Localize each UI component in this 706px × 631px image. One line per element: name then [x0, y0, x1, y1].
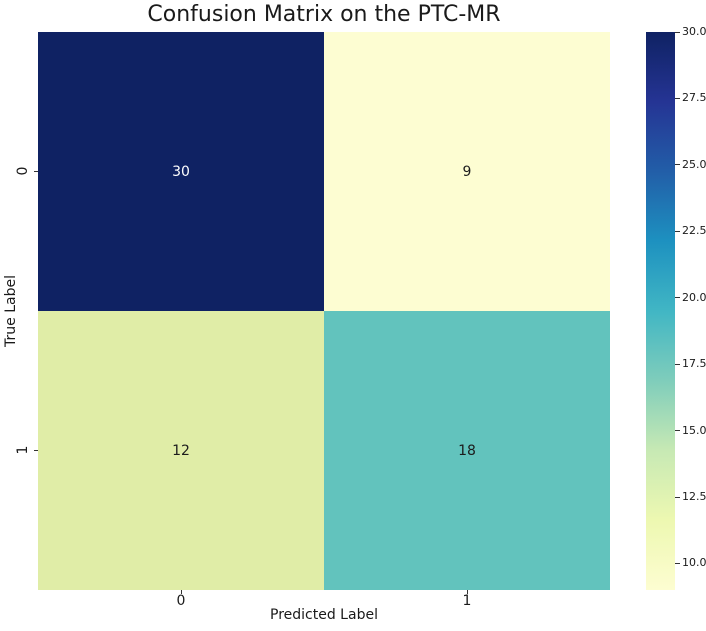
colorbar-tick-label: 22.5: [682, 224, 706, 238]
x-axis-label: Predicted Label: [270, 607, 378, 623]
matrix-cell-1-1: 18: [324, 311, 610, 590]
colorbar-tick-label: 27.5: [682, 91, 706, 105]
colorbar-tick-label: 12.5: [682, 490, 706, 503]
colorbar-tick-mark: [675, 562, 680, 564]
colorbar-gradient: [646, 32, 675, 590]
colorbar-tick-mark: [675, 164, 680, 166]
colorbar-tick-mark: [675, 230, 680, 232]
y-tick-mark: [34, 171, 38, 172]
matrix-cell-0-1: 9: [324, 32, 610, 311]
colorbar-tick-mark: [675, 430, 680, 432]
colorbar-tick-mark: [675, 31, 680, 33]
colorbar-tick-mark: [675, 97, 680, 99]
colorbar-tick-mark: [675, 297, 680, 299]
x-tick-mark: [467, 590, 468, 594]
colorbar-tick-mark: [675, 363, 680, 365]
chart-title: Confusion Matrix on the PTC-MR: [147, 2, 501, 27]
x-tick-label-1: 1: [462, 593, 472, 609]
x-tick-mark: [181, 590, 182, 594]
y-tick-mark: [34, 450, 38, 451]
y-tick-label-0: 0: [15, 166, 31, 176]
y-tick-label-1: 1: [15, 445, 31, 455]
colorbar-tick-label: 25.0: [682, 157, 706, 171]
matrix-cell-1-0: 12: [38, 311, 324, 590]
colorbar-tick-mark: [675, 496, 680, 498]
colorbar-tick-label: 20.0: [682, 290, 706, 304]
y-axis-label: True Label: [3, 275, 19, 347]
colorbar-tick-label: 17.5: [682, 357, 706, 371]
colorbar: 30.0 27.5 25.0 22.5 20.0 17.5 15.0 12.5 10.0: [646, 25, 706, 590]
x-tick-label-0: 0: [176, 593, 186, 609]
heatmap: 30 9 12 18: [38, 32, 610, 590]
colorbar-tick-label: 10.0: [682, 556, 706, 570]
colorbar-tick-label: 15.0: [682, 423, 706, 437]
colorbar-tick-label: 30.0: [682, 25, 706, 38]
matrix-cell-0-0: 30: [38, 32, 324, 311]
